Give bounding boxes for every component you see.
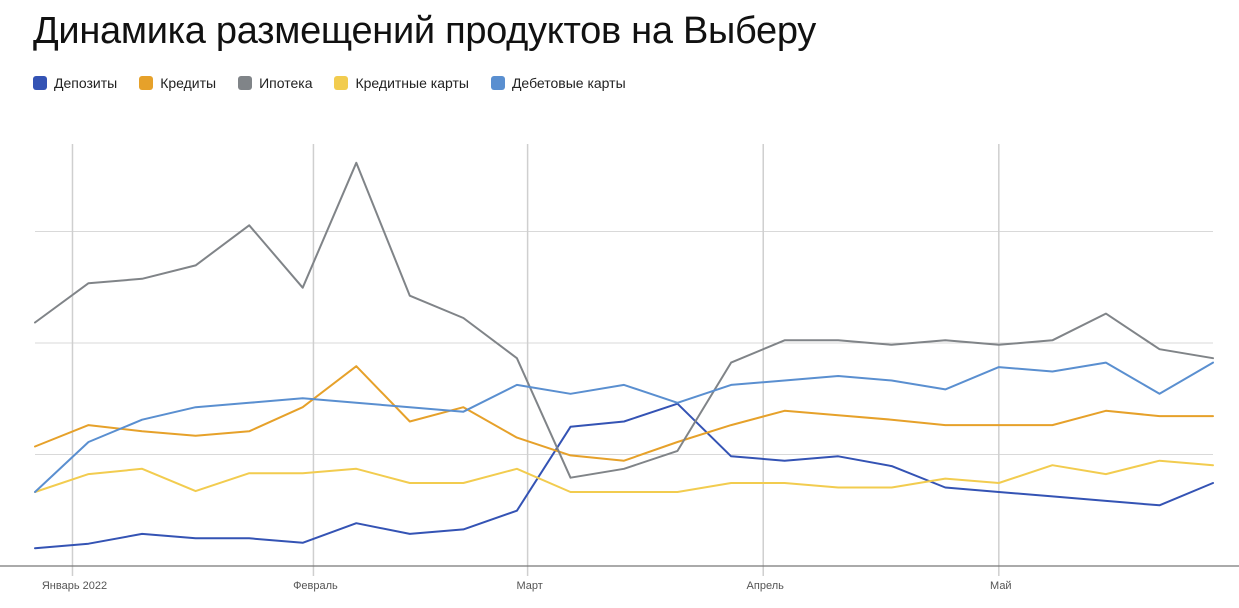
x-tick-label: Май <box>990 580 1012 592</box>
series-group <box>34 161 1214 550</box>
legend-item[interactable]: Дебетовые карты <box>490 75 626 91</box>
legend-swatch <box>238 76 253 90</box>
legend-swatch <box>334 76 349 90</box>
grid <box>35 144 1213 576</box>
series-line <box>34 402 1214 550</box>
x-tick-label: Январь 2022 <box>42 580 107 592</box>
chart-title: Динамика размещений продуктов на Выберу <box>33 10 816 52</box>
legend-label: Депозиты <box>54 75 118 91</box>
legend-item[interactable]: Кредитные карты <box>334 75 469 91</box>
legend-label: Кредитные карты <box>355 75 469 91</box>
legend-swatch <box>33 76 47 90</box>
legend-swatch <box>490 76 505 90</box>
legend-item[interactable]: Депозиты <box>33 75 117 91</box>
x-tick-label: Март <box>516 580 542 592</box>
x-axis: Январь 2022 Февраль Март Апрель Май <box>0 565 1239 592</box>
series-line <box>34 459 1214 493</box>
series-line <box>34 361 1214 493</box>
series-line <box>34 365 1214 462</box>
legend-item[interactable]: Кредиты <box>139 75 216 91</box>
x-tick-label: Февраль <box>293 580 338 592</box>
legend-label: Дебетовые карты <box>511 75 626 91</box>
legend-label: Ипотека <box>259 75 313 91</box>
chart-legend: Депозиты Кредиты Ипотека Кредитные карты Деб… <box>33 75 626 91</box>
legend-swatch <box>139 76 154 90</box>
legend-label: Кредиты <box>160 75 217 91</box>
x-tick-label: Апрель <box>747 580 785 592</box>
legend-item[interactable]: Ипотека <box>238 75 312 91</box>
series-line <box>34 161 1214 479</box>
